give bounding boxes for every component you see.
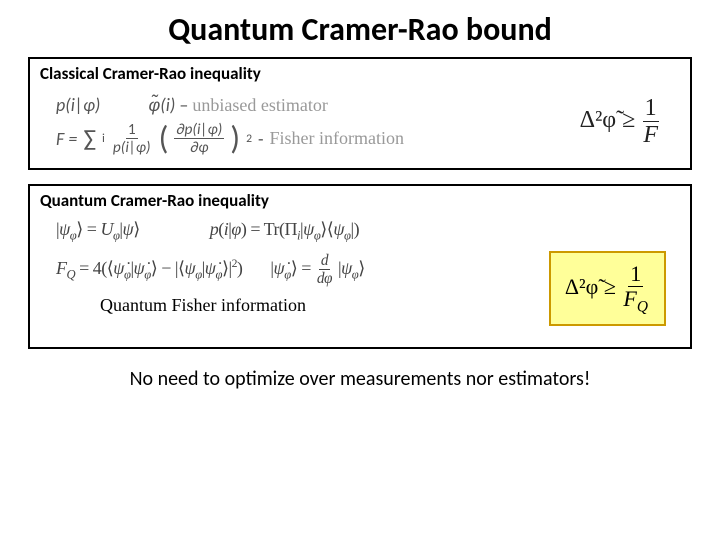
fisher-dash: -	[258, 128, 264, 150]
estimator-sym: φ̃(i)	[149, 94, 176, 116]
qbound-lhs: Δ²φ̃ ≥	[565, 274, 622, 299]
prob-sym: p(i|φ)	[56, 94, 100, 116]
rparen: )	[230, 127, 240, 150]
classical-line1: p(i|φ) φ̃(i) – unbiased estimator	[56, 94, 580, 116]
bound-frac: 1 F	[641, 96, 660, 147]
quantum-header: Quantum Cramer-Rao inequality	[40, 190, 680, 211]
classical-box: Classical Cramer-Rao inequality p(i|φ) φ…	[28, 57, 692, 170]
lparen: (	[159, 127, 169, 150]
quantum-box: Quantum Cramer-Rao inequality |ψφ⟩ = Uφ|…	[28, 184, 692, 349]
estimator-label: unbiased estimator	[192, 95, 327, 115]
classical-left: p(i|φ) φ̃(i) – unbiased estimator F = ∑ i…	[40, 86, 580, 158]
fisher-label: Fisher information	[270, 128, 404, 149]
sum-sub: i	[102, 131, 105, 146]
frac-deriv: ∂p(i|φ) ∂φ	[174, 122, 224, 156]
prob-eq: p(i|φ) = Tr(Πi|ψφ⟩⟨ψφ|)	[210, 219, 359, 244]
quantum-row1: |ψφ⟩ = Uφ|ψ⟩ p(i|φ) = Tr(Πi|ψφ⟩⟨ψφ|)	[56, 219, 680, 244]
fq-eq: FQ = 4(⟨ψ̇φ|ψ̇φ⟩ − |⟨ψφ|ψ̇φ⟩|2)	[56, 257, 242, 283]
power-2: 2	[246, 132, 252, 146]
bound-lhs: Δ²φ̃ ≥	[580, 107, 642, 133]
page-title: Quantum Cramer-Rao bound	[0, 0, 720, 57]
quantum-bound-box: Δ²φ̃ ≥ 1 FQ	[549, 251, 666, 327]
psidot-eq: |ψ̇φ⟩ = d dφ |ψφ⟩	[270, 253, 364, 287]
classical-content: p(i|φ) φ̃(i) – unbiased estimator F = ∑ i…	[40, 86, 680, 158]
estimator-dash: –	[175, 94, 192, 116]
state-eq: |ψφ⟩ = Uφ|ψ⟩	[56, 219, 140, 244]
bottom-text: No need to optimize over measurements no…	[0, 367, 720, 391]
fisher-lhs: F =	[56, 128, 77, 150]
qbound-frac: 1 FQ	[621, 263, 650, 315]
quantum-content: |ψφ⟩ = Uφ|ψ⟩ p(i|φ) = Tr(Πi|ψφ⟩⟨ψφ|) FQ …	[40, 219, 680, 316]
classical-header: Classical Cramer-Rao inequality	[40, 63, 680, 84]
classical-bound: Δ²φ̃ ≥ 1 F	[580, 96, 680, 147]
sum-symbol: ∑	[83, 125, 96, 153]
classical-fisher: F = ∑ i 1 p(i|φ) ( ∂p(i|φ) ∂φ ) 2 - Fisher…	[56, 122, 580, 156]
frac-1-over-p: 1 p(i|φ)	[111, 122, 153, 156]
